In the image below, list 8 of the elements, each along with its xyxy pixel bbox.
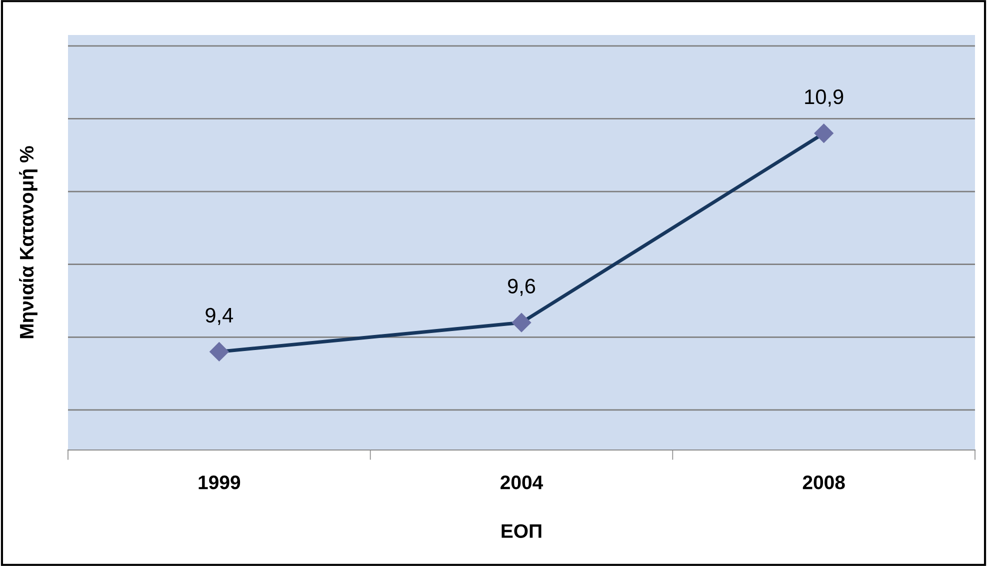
data-label: 10,9 — [805, 89, 844, 107]
x-tick-label: 1999 — [198, 476, 240, 490]
x-tick-label: 2008 — [802, 476, 845, 490]
y-axis-title: Μηνιαία Κατανομή % — [19, 146, 38, 338]
data-label: 9,4 — [206, 308, 234, 326]
x-tick-label: 2004 — [500, 476, 544, 490]
x-axis-title: ΕΟΠ — [502, 524, 542, 538]
data-label: 9,6 — [508, 278, 536, 296]
